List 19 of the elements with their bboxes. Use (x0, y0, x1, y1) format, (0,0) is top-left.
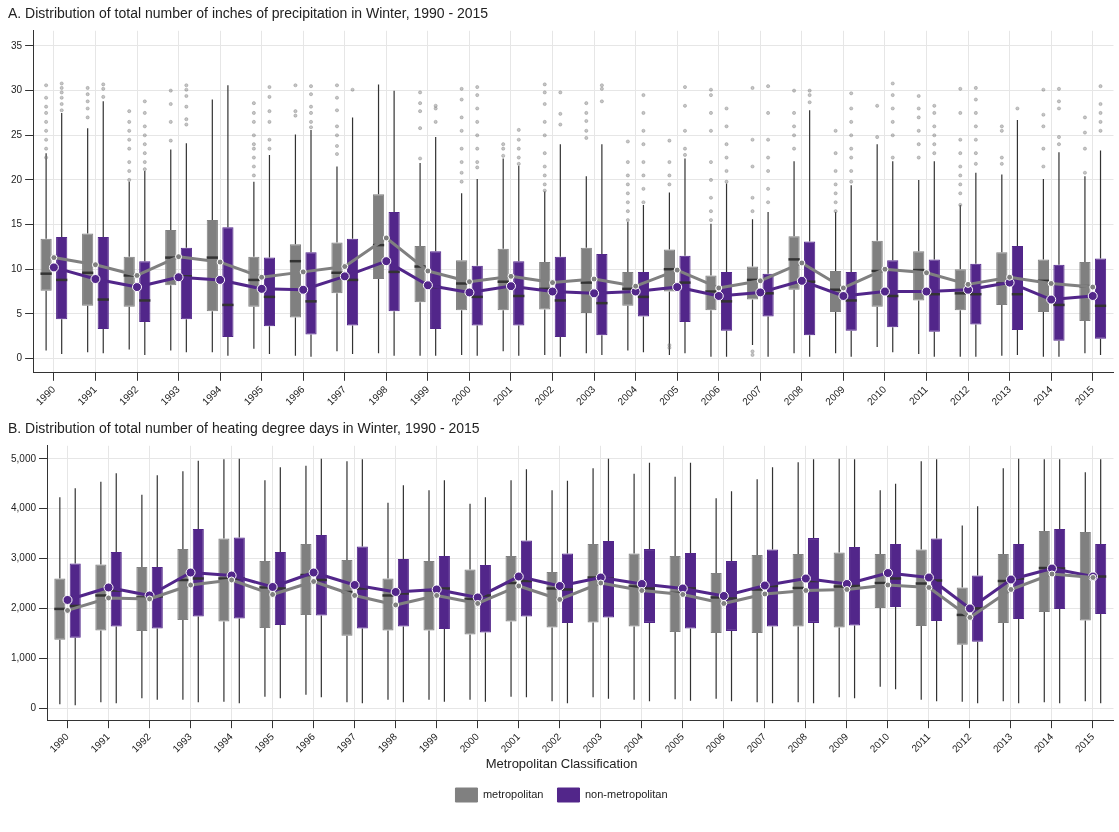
y-tick-label: 30 (11, 84, 23, 96)
y-tick-label: 0 (16, 352, 23, 364)
y-tick-label: 0 (30, 701, 37, 713)
y-tick-label: 25 (11, 129, 23, 141)
chart-title: A. Distribution of total number of inches of precipitation in Winter, 1990 - 2015 (8, 5, 489, 22)
y-tick-label: 1,000 (10, 652, 37, 664)
legend-label: metropolitan (482, 788, 544, 801)
y-tick-label: 5,000 (10, 452, 37, 464)
y-tick-label: 35 (11, 39, 23, 51)
y-tick-label: 20 (11, 173, 23, 185)
y-tick-label: 5 (16, 307, 23, 319)
y-tick-label: 15 (11, 218, 23, 230)
legend-label: non-metropolitan (584, 788, 668, 801)
y-tick-label: 4,000 (10, 502, 37, 514)
legend-title: Metropolitan Classification (485, 756, 638, 772)
y-tick-label: 10 (11, 262, 23, 274)
y-tick-label: 2,000 (10, 602, 37, 614)
chart-title: B. Distribution of total number of heating degree days in Winter, 1990 - 2015 (8, 420, 480, 437)
y-tick-label: 3,000 (10, 552, 37, 564)
